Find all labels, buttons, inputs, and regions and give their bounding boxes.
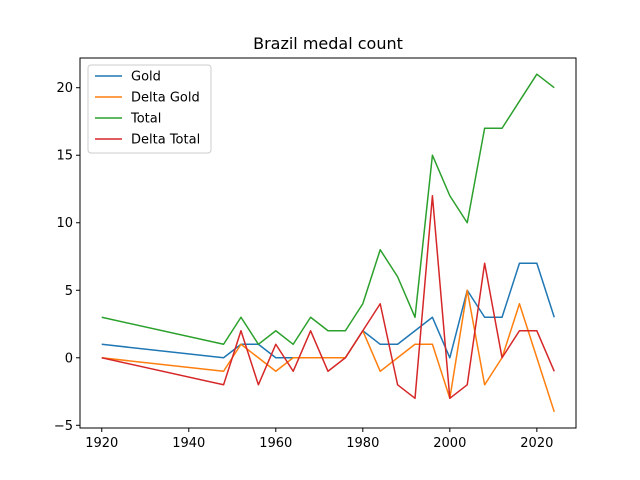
y-tick-label: −5 bbox=[54, 419, 73, 434]
x-axis: 1920 1940 1960 1980 2000 2020 bbox=[85, 428, 553, 451]
y-tick-label: 0 bbox=[65, 351, 73, 366]
series-line-delta-total bbox=[101, 194, 555, 400]
plot-frame bbox=[79, 57, 577, 429]
legend-label-delta-total: Delta Total bbox=[131, 133, 200, 148]
x-tick-label: 1960 bbox=[259, 436, 292, 451]
legend-label-gold: Gold bbox=[131, 70, 161, 85]
y-axis: −5 0 5 10 15 20 bbox=[54, 81, 80, 434]
y-tick-label: 5 bbox=[65, 284, 73, 299]
y-tick-label: 20 bbox=[56, 81, 73, 96]
series-line-total bbox=[101, 73, 555, 346]
legend-label-total: Total bbox=[130, 112, 161, 127]
y-tick-label: 10 bbox=[56, 216, 73, 231]
legend-box bbox=[87, 64, 212, 154]
series-layer bbox=[101, 73, 555, 413]
x-tick-label: 2020 bbox=[520, 436, 553, 451]
x-tick-label: 2000 bbox=[433, 436, 466, 451]
x-tick-label: 1940 bbox=[172, 436, 205, 451]
x-tick-label: 1980 bbox=[346, 436, 379, 451]
y-tick-label: 15 bbox=[56, 149, 73, 164]
series-line-delta-gold bbox=[101, 289, 555, 413]
series-line-gold bbox=[101, 262, 555, 359]
legend-label-delta-gold: Delta Gold bbox=[131, 91, 200, 106]
x-tick-label: 1920 bbox=[85, 436, 118, 451]
legend: Gold Delta Gold Total Delta Total bbox=[87, 64, 212, 154]
chart-title: Brazil medal count bbox=[253, 34, 403, 53]
